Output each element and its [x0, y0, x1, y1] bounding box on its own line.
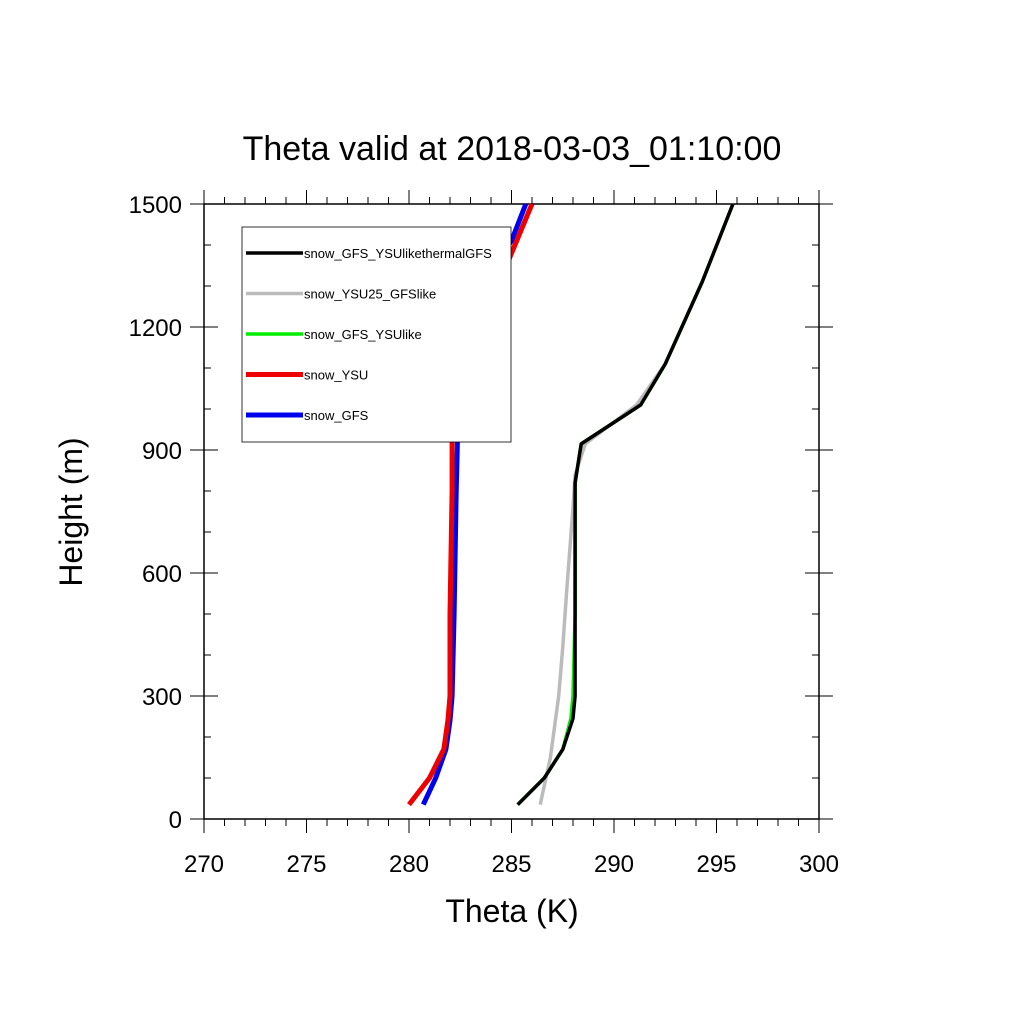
series-line-snow_YSU25_GFSlike — [538, 203, 735, 805]
x-tick-label: 275 — [286, 851, 326, 878]
legend-label: snow_YSU25_GFSlike — [304, 287, 436, 302]
x-tick-label: 300 — [799, 851, 839, 878]
legend: snow_GFS_YSUlikethermalGFS snow_YSU25_GFS… — [241, 226, 512, 443]
y-tick-label: 1500 — [129, 192, 182, 219]
tick-labels: 270 275 280 285 290 295 300 0 300 600 900 1200 1500 — [129, 192, 839, 878]
x-tick-label: 280 — [389, 851, 429, 878]
x-tick-label: 295 — [696, 851, 736, 878]
legend-label: snow_GFS — [304, 408, 369, 423]
chart-title: Theta valid at 2018-03-03_01:10:00 — [243, 130, 782, 168]
legend-label: snow_GFS_YSUlikethermalGFS — [304, 246, 492, 261]
y-tick-label: 900 — [142, 438, 182, 465]
axis-ticks — [190, 190, 833, 833]
y-tick-label: 0 — [169, 807, 182, 834]
series-line-snow_GFS_YSUlike — [516, 203, 735, 806]
legend-label: snow_GFS_YSUlike — [304, 327, 422, 342]
y-tick-label: 600 — [142, 561, 182, 588]
series-line-snow_GFS_YSUlikethermalGFS — [516, 203, 735, 806]
x-tick-label: 285 — [491, 851, 531, 878]
x-axis-label: Theta (K) — [445, 893, 578, 929]
x-tick-label: 290 — [594, 851, 634, 878]
y-axis-label: Height (m) — [53, 437, 89, 586]
y-tick-label: 300 — [142, 684, 182, 711]
legend-label: snow_YSU — [304, 368, 368, 383]
y-tick-label: 1200 — [129, 315, 182, 342]
x-tick-label: 270 — [184, 851, 224, 878]
